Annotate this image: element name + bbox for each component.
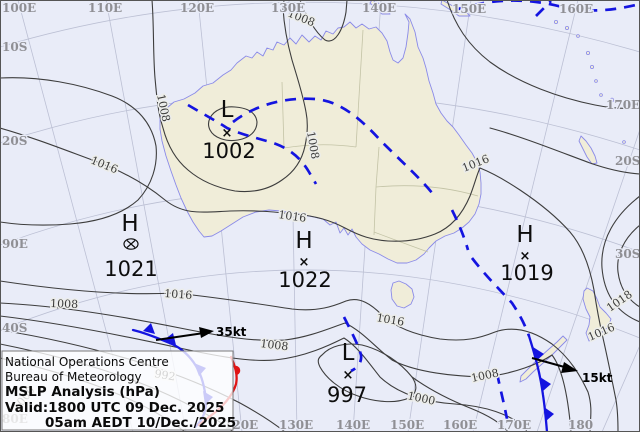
wind-arrows: 35kt 15kt <box>155 325 613 385</box>
lon-label-bottom: 150E <box>390 418 424 432</box>
lat-label-right: 20S <box>615 154 640 168</box>
low-center-1002: L × 1002 <box>202 97 255 163</box>
lon-label-top: 100E <box>2 1 36 15</box>
trough-to-low-997 <box>342 316 363 373</box>
lon-label-top: 120E <box>180 1 214 15</box>
cold-front-barb <box>540 377 551 391</box>
tasmania-landmass <box>390 280 415 309</box>
lon-label-bottom: 140E <box>336 418 370 432</box>
lat-label-left: 40S <box>2 321 27 335</box>
info-box-org-line1: National Operations Centre <box>5 355 169 369</box>
pressure-value: 997 <box>327 383 367 407</box>
small-islands <box>554 19 626 144</box>
lon-label-left: 90E <box>2 237 28 251</box>
landmasses <box>159 0 626 383</box>
pressure-centers: L × 1002 H 1021 H × 1022 H × 1019 L × 99… <box>104 97 553 407</box>
pressure-value: 1022 <box>278 268 331 292</box>
high-letter: H <box>516 222 533 248</box>
trough-lines <box>187 0 640 420</box>
info-box-panel <box>1 350 234 431</box>
lon-label-right: 170E <box>606 98 640 112</box>
center-cross-marker: × <box>343 368 354 383</box>
new-caledonia <box>578 135 598 165</box>
lat-label-left: 10S <box>2 40 27 54</box>
trough-tasman <box>470 257 531 337</box>
high-letter: H <box>121 211 138 237</box>
trough-south-of-nz <box>495 372 509 420</box>
center-cross-marker: × <box>222 126 233 141</box>
lat-label-left: 20S <box>2 134 27 148</box>
lon-label-top: 150E <box>452 2 486 16</box>
isobar-label: 1008 <box>50 297 78 311</box>
wind-arrow-15kt <box>531 357 569 369</box>
center-circled-cross-marker <box>123 238 139 250</box>
isobar-label: 1008 <box>260 337 289 353</box>
trough-east-coast <box>450 209 470 251</box>
center-cross-marker: × <box>520 249 531 264</box>
low-letter: L <box>221 97 234 123</box>
high-center-1021: H 1021 <box>104 211 157 281</box>
trough-top-right-cross <box>535 0 552 17</box>
pressure-value: 1002 <box>202 139 255 163</box>
info-box-valid-time-utc: Valid:1800 UTC 09 Dec. 2025 <box>5 400 224 416</box>
info-box-valid-time-local: 05am AEDT 10/Dec./2025 <box>45 415 236 431</box>
new-zealand-north-island <box>582 287 612 342</box>
cold-front-barb <box>143 323 155 334</box>
warm-front-semicircle <box>234 365 241 375</box>
lon-label-top: 160E <box>559 2 593 16</box>
lat-label-right: 30S <box>615 247 640 261</box>
isobar-label: 1016 <box>278 208 308 225</box>
center-cross-marker: × <box>299 255 310 270</box>
high-center-1019: H × 1019 <box>500 222 553 285</box>
cold-front-barb <box>164 333 176 345</box>
trough-inland-arc <box>232 97 435 195</box>
wind-arrowhead <box>199 327 214 338</box>
lon-label-bottom: 160E <box>443 418 477 432</box>
high-letter: H <box>295 228 312 254</box>
info-box: National Operations Centre Bureau of Met… <box>1 350 236 431</box>
wind-arrow-35kt <box>155 332 205 341</box>
wind-arrowhead <box>561 362 578 373</box>
lon-label-top: 140E <box>362 1 396 15</box>
info-box-product-title: MSLP Analysis (hPa) <box>5 384 160 400</box>
lon-label-bottom: 170E <box>497 418 531 432</box>
pressure-value: 1019 <box>500 261 553 285</box>
lon-label-top: 130E <box>271 1 305 15</box>
high-center-1022: H × 1022 <box>278 228 331 292</box>
cold-front-tasman <box>527 334 549 432</box>
lon-label-bottom: 180 <box>568 418 593 432</box>
low-letter: L <box>342 340 355 366</box>
low-center-997: L × 997 <box>327 340 367 407</box>
lon-label-top: 110E <box>88 1 122 15</box>
trough-northwest <box>187 103 318 185</box>
lon-label-bottom: 130E <box>279 418 313 432</box>
cold-front-barb <box>544 407 554 421</box>
wind-speed-label: 35kt <box>216 325 247 339</box>
cold-front-barb <box>533 347 544 361</box>
isobar-label: 1016 <box>164 287 193 302</box>
info-box-org-line2: Bureau of Meteorology <box>5 370 142 384</box>
wind-speed-label: 15kt <box>582 371 613 385</box>
pressure-value: 1021 <box>104 257 157 281</box>
png-coast-fragment <box>369 0 391 15</box>
